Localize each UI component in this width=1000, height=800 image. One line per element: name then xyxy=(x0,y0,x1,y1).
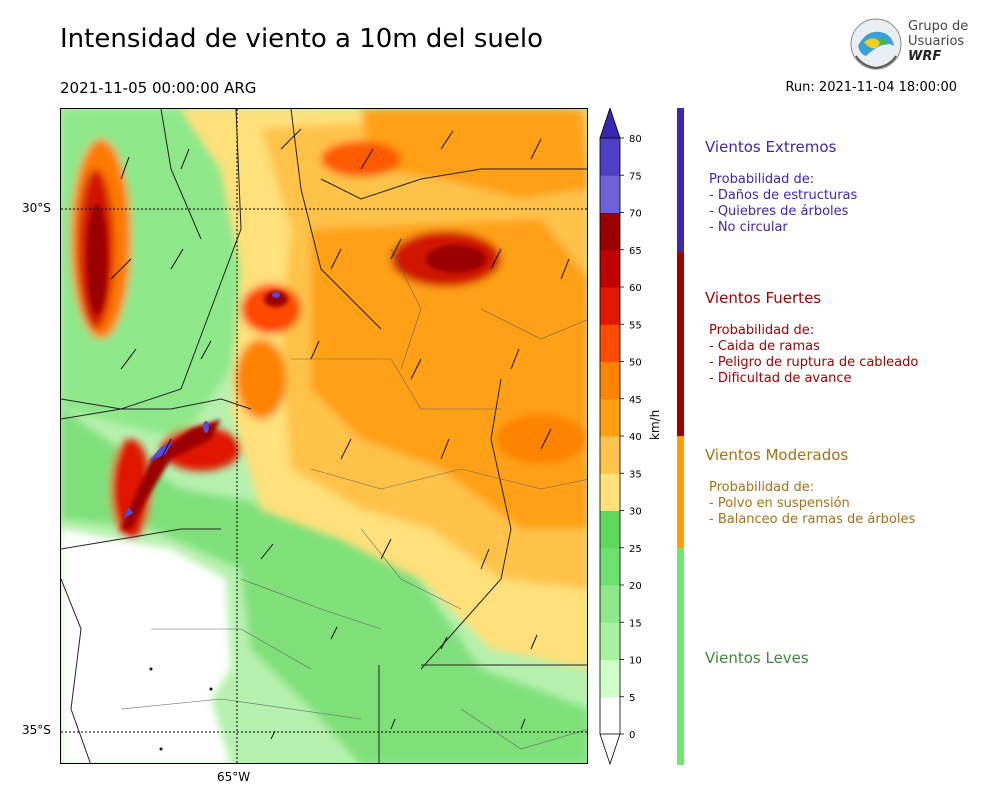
desc-line: - Dificultad de avance xyxy=(709,371,852,386)
colorbar-segment xyxy=(600,510,620,549)
category-desc-fuertes: Probabilidad de: - Caida de ramas - Peli… xyxy=(709,323,918,387)
colorbar-tick-label: 35 xyxy=(629,469,642,480)
colorbar-segment xyxy=(600,249,620,288)
colorbar-tick-label: 80 xyxy=(629,134,642,145)
colorbar-segment xyxy=(600,659,620,698)
lon-label-65w: 65°W xyxy=(217,770,251,784)
colorbar-min-extend xyxy=(599,733,621,766)
logo-text-line3: WRF xyxy=(908,49,942,64)
colorbar-segment xyxy=(600,547,620,586)
category-title-extremos: Vientos Extremos xyxy=(705,138,837,156)
colorbar-tick-label: 45 xyxy=(629,395,642,406)
colorbar-unit-label: km/h xyxy=(648,409,662,440)
desc-line: Probabilidad de: xyxy=(709,323,815,338)
colorbar-max-extend xyxy=(599,106,621,139)
colorbar-segment xyxy=(600,212,620,251)
colorbar-tick-label: 65 xyxy=(629,246,642,257)
colorbar-tick-label: 60 xyxy=(629,283,642,294)
desc-line: Probabilidad de: xyxy=(709,480,815,495)
wind-intensity-map xyxy=(60,108,588,764)
colorbar-segment xyxy=(600,287,620,325)
colorbar-tick-label: 30 xyxy=(629,507,642,518)
desc-line: - Balanceo de ramas de árboles xyxy=(709,512,916,527)
colorbar-segment xyxy=(600,473,620,511)
colorbar-segment xyxy=(600,696,620,735)
colorbar-tick-label: 0 xyxy=(629,730,635,741)
map-title: Intensidad de viento a 10m del suelo xyxy=(60,24,544,54)
colorbar-tick-label: 10 xyxy=(629,656,642,667)
colorbar-segment xyxy=(600,398,620,437)
lat-label-30s: 30°S xyxy=(22,201,51,215)
desc-line: Probabilidad de: xyxy=(709,172,815,187)
category-title-leves: Vientos Leves xyxy=(705,649,809,667)
forecast-datetime: 2021-11-05 00:00:00 ARG xyxy=(60,79,257,97)
colorbar-segment xyxy=(600,361,620,400)
colorbar-tick-label: 25 xyxy=(629,544,642,555)
colorbar-segment xyxy=(600,324,620,362)
grupo-usuarios-wrf-logo: Grupo de Usuarios WRF xyxy=(848,16,978,76)
colorbar-segment xyxy=(600,138,620,176)
desc-line: - Quiebres de árboles xyxy=(709,204,849,219)
colorbar-tick-label: 70 xyxy=(629,209,642,220)
category-title-fuertes: Vientos Fuertes xyxy=(705,289,822,307)
category-title-moderados: Vientos Moderados xyxy=(705,446,849,464)
colorbar-svg: 0 5 10 15 20 25 30 35 40 45 50 55 60 65 70 75 80 xyxy=(599,106,642,766)
category-bar-fuertes xyxy=(677,252,684,436)
colorbar-segment xyxy=(600,175,620,213)
desc-line: - No circular xyxy=(709,220,788,235)
colorbar-tick-label: 40 xyxy=(629,432,642,443)
globe-logo-icon xyxy=(850,18,902,70)
desc-line: - Caida de ramas xyxy=(709,339,820,354)
colorbar-tick-label: 15 xyxy=(629,618,642,629)
desc-line: - Polvo en suspensión xyxy=(709,496,850,511)
category-bar-extremos xyxy=(677,108,684,252)
wind-field-svg xyxy=(61,109,587,763)
logo-text-line2: Usuarios xyxy=(908,34,965,49)
colorbar-tick-label: 20 xyxy=(629,581,642,592)
desc-line: - Peligro de ruptura de cableado xyxy=(709,355,919,370)
colorbar-segment xyxy=(600,436,620,474)
logo-text-line1: Grupo de xyxy=(908,19,969,34)
model-run-label: Run: 2021-11-04 18:00:00 xyxy=(785,80,957,95)
category-desc-extremos: Probabilidad de: - Daños de estructuras … xyxy=(709,172,857,236)
colorbar-segment xyxy=(600,585,620,623)
colorbar-tick-label: 75 xyxy=(629,171,642,182)
category-desc-moderados: Probabilidad de: - Polvo en suspensión -… xyxy=(709,480,915,528)
desc-line: - Daños de estructuras xyxy=(709,188,858,203)
lat-label-35s: 35°S xyxy=(22,723,51,737)
category-bar-moderados xyxy=(677,436,684,548)
colorbar-tick-label: 50 xyxy=(629,358,642,369)
category-bar-leves xyxy=(677,548,684,765)
wind-speed-colorbar: 0 5 10 15 20 25 30 35 40 45 50 55 60 65 70 75 80 xyxy=(596,106,676,772)
colorbar-tick-label: 55 xyxy=(629,320,642,331)
colorbar-segment xyxy=(600,622,620,660)
colorbar-tick-label: 5 xyxy=(629,693,635,704)
